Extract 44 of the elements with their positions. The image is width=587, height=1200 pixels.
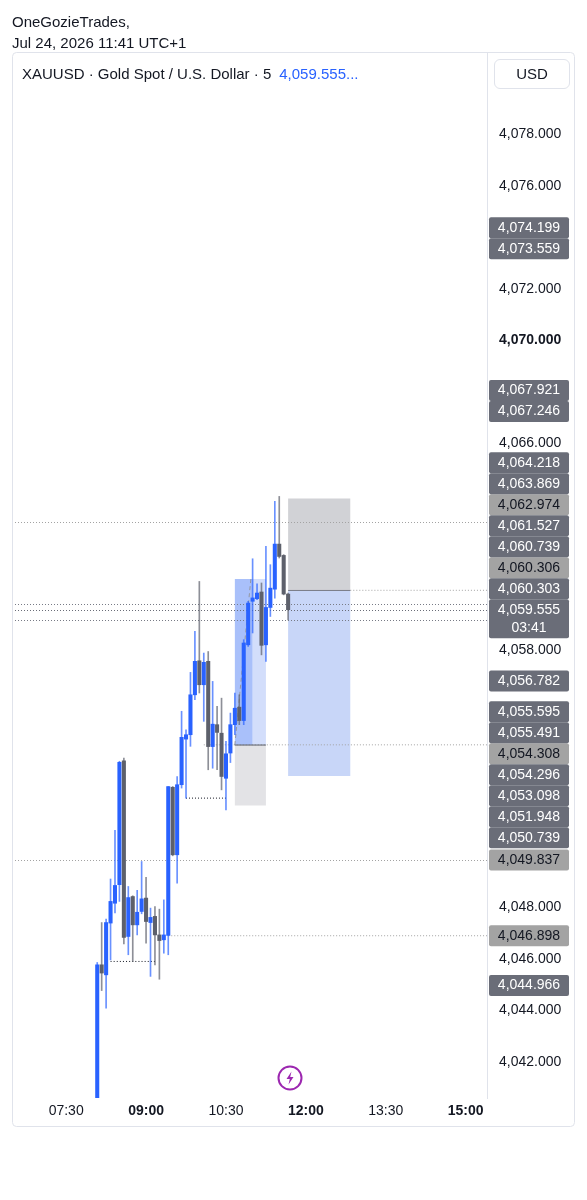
text: 4,053.098	[497, 786, 561, 803]
text: 4,064.218	[497, 453, 561, 470]
y-tick-label: 4,058.000	[498, 640, 562, 657]
text: 4,059.555...	[279, 65, 359, 82]
y-tick-label: 4,078.000	[498, 125, 562, 142]
x-tick-label: 13:30	[368, 1102, 404, 1119]
x-tick-label: 15:00	[447, 1102, 484, 1119]
text: 4,060.303	[497, 579, 561, 596]
text: OneGozieTrades,	[12, 12, 131, 32]
text: 4,054.296	[497, 765, 561, 782]
text: 4,074.199	[497, 218, 561, 235]
text: 4,051.948	[497, 807, 561, 824]
text: 4,061.527	[497, 516, 561, 533]
y-tick-label: 4,066.000	[498, 434, 562, 451]
y-tick-label: 4,046.000	[498, 949, 562, 966]
x-tick-label: 10:30	[208, 1102, 244, 1119]
text: 4,055.491	[497, 723, 561, 740]
x-tick-label: 07:30	[48, 1102, 84, 1119]
y-tick-label: 4,044.000	[498, 1001, 562, 1018]
text: Jul 24, 2026 11:41 UTC+1	[12, 33, 187, 53]
text: 4,056.782	[497, 671, 561, 688]
ref-line-label: 4,049.837	[497, 850, 561, 867]
data-label: 4,060.306	[497, 558, 561, 575]
x-tick-label: 09:00	[128, 1102, 165, 1119]
y-tick-label: 4,076.000	[498, 176, 562, 193]
text: 4,067.921	[497, 381, 561, 398]
y-tick-label: 4,072.000	[498, 279, 562, 296]
x-tick-label: 12:00	[287, 1102, 324, 1119]
y-tick-label: 4,042.000	[498, 1052, 562, 1069]
text: 4,063.869	[497, 474, 561, 491]
ref-line-label: 4,062.974	[497, 495, 561, 512]
ref-line-label: 4,059.555 03:41	[497, 600, 561, 635]
y-tick-label: 4,070.000	[498, 331, 562, 348]
text: 4,060.739	[497, 537, 561, 554]
unit-button: USD	[494, 59, 570, 89]
text: 4,067.246	[497, 402, 561, 419]
text: 4,050.739	[497, 828, 561, 845]
y-tick-label: 4,048.000	[498, 898, 562, 915]
data-label: 4,046.898	[497, 926, 561, 943]
data-label: 4,054.308	[497, 744, 561, 761]
text: 4,073.559	[497, 239, 561, 256]
text: 4,044.966	[497, 976, 561, 993]
text: XAUUSD · Gold Spot / U.S. Dollar · 5	[22, 65, 272, 82]
text: 4,055.595	[497, 702, 561, 719]
